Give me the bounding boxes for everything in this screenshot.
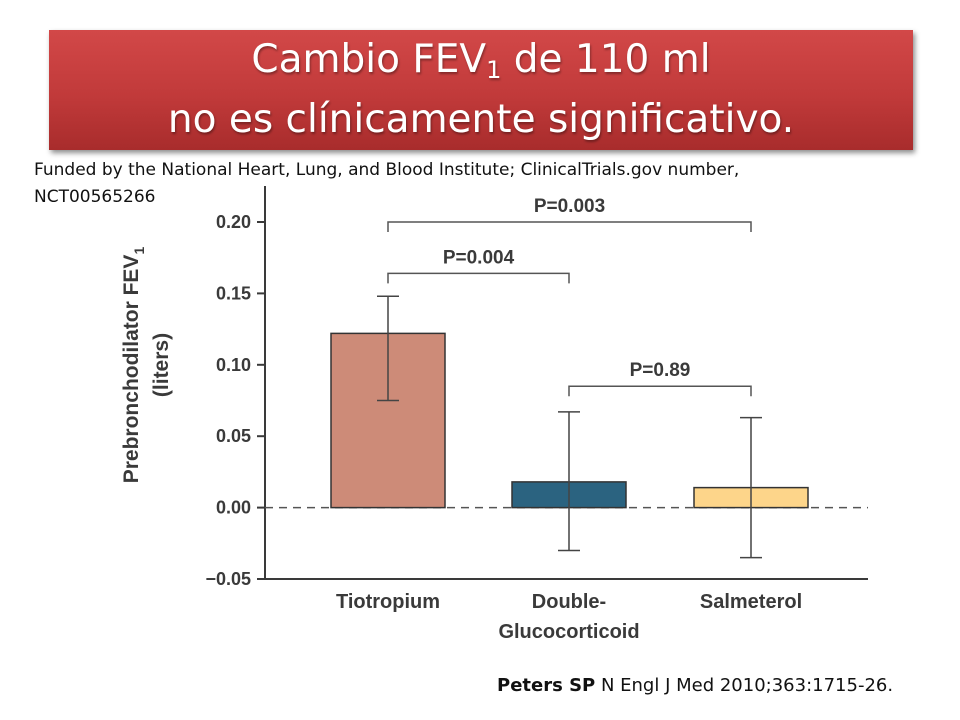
bracket-2 — [568, 385, 752, 397]
title-line-2: no es clínicamente significativo. — [167, 97, 795, 142]
title-subscript: 1 — [486, 56, 502, 84]
title-line-1-suffix: de 110 ml — [501, 37, 711, 82]
y-axis-title-text: Prebronchodilator FEV — [120, 255, 143, 484]
y-tick-label-1: 0.00 — [216, 498, 251, 518]
y-axis-title-line-2: (liters) — [150, 333, 173, 397]
y-axis-title: Prebronchodilator FEV1 (liters) — [120, 247, 173, 484]
p-value-label-2: P=0.89 — [630, 360, 691, 381]
category-labels: Tiotropium Double- Glucocorticoid Salmetero… — [336, 591, 802, 643]
y-tick-label-3: 0.10 — [216, 355, 251, 375]
p-value-label-0: P=0.003 — [534, 196, 605, 217]
citation-source: N Engl J Med 2010;363:1715-26. — [595, 675, 894, 696]
y-axis-title-line-1: Prebronchodilator FEV1 — [120, 247, 147, 484]
title-line-1-text: Cambio FEV — [251, 37, 487, 82]
y-tick-label-2: 0.05 — [216, 426, 251, 446]
significance-brackets: P=0.003 P=0.004 P=0.89 — [387, 196, 752, 397]
funding-line-2: NCT00565266 — [34, 187, 156, 207]
funding-line-1: Funded by the National Heart, Lung, and … — [34, 160, 740, 180]
error-bars — [377, 295, 762, 559]
y-axis-title-subscript: 1 — [131, 247, 147, 255]
category-label-0-line-0: Tiotropium — [336, 591, 440, 613]
y-tick-label-0: −0.05 — [205, 569, 251, 589]
axes: −0.05 0.00 0.05 0.10 0.15 0.20 — [205, 186, 868, 589]
p-value-label-1: P=0.004 — [443, 247, 515, 268]
category-label-1-line-1: Glucocorticoid — [498, 621, 639, 643]
citation: Peters SP N Engl J Med 2010;363:1715-26. — [497, 675, 893, 696]
y-tick-label-5: 0.20 — [216, 212, 251, 232]
title-banner: Cambio FEV1 de 110 ml no es clínicamente… — [49, 30, 913, 150]
y-tick-label-4: 0.15 — [216, 283, 251, 303]
category-label-1-line-0: Double- — [532, 591, 606, 613]
title-line-1: Cambio FEV1 de 110 ml — [49, 35, 913, 95]
citation-author: Peters SP — [497, 675, 596, 696]
category-label-2-line-0: Salmeterol — [700, 591, 802, 613]
bracket-1 — [387, 272, 570, 284]
funding-note: Funded by the National Heart, Lung, and … — [34, 157, 854, 211]
bracket-0 — [387, 221, 752, 232]
